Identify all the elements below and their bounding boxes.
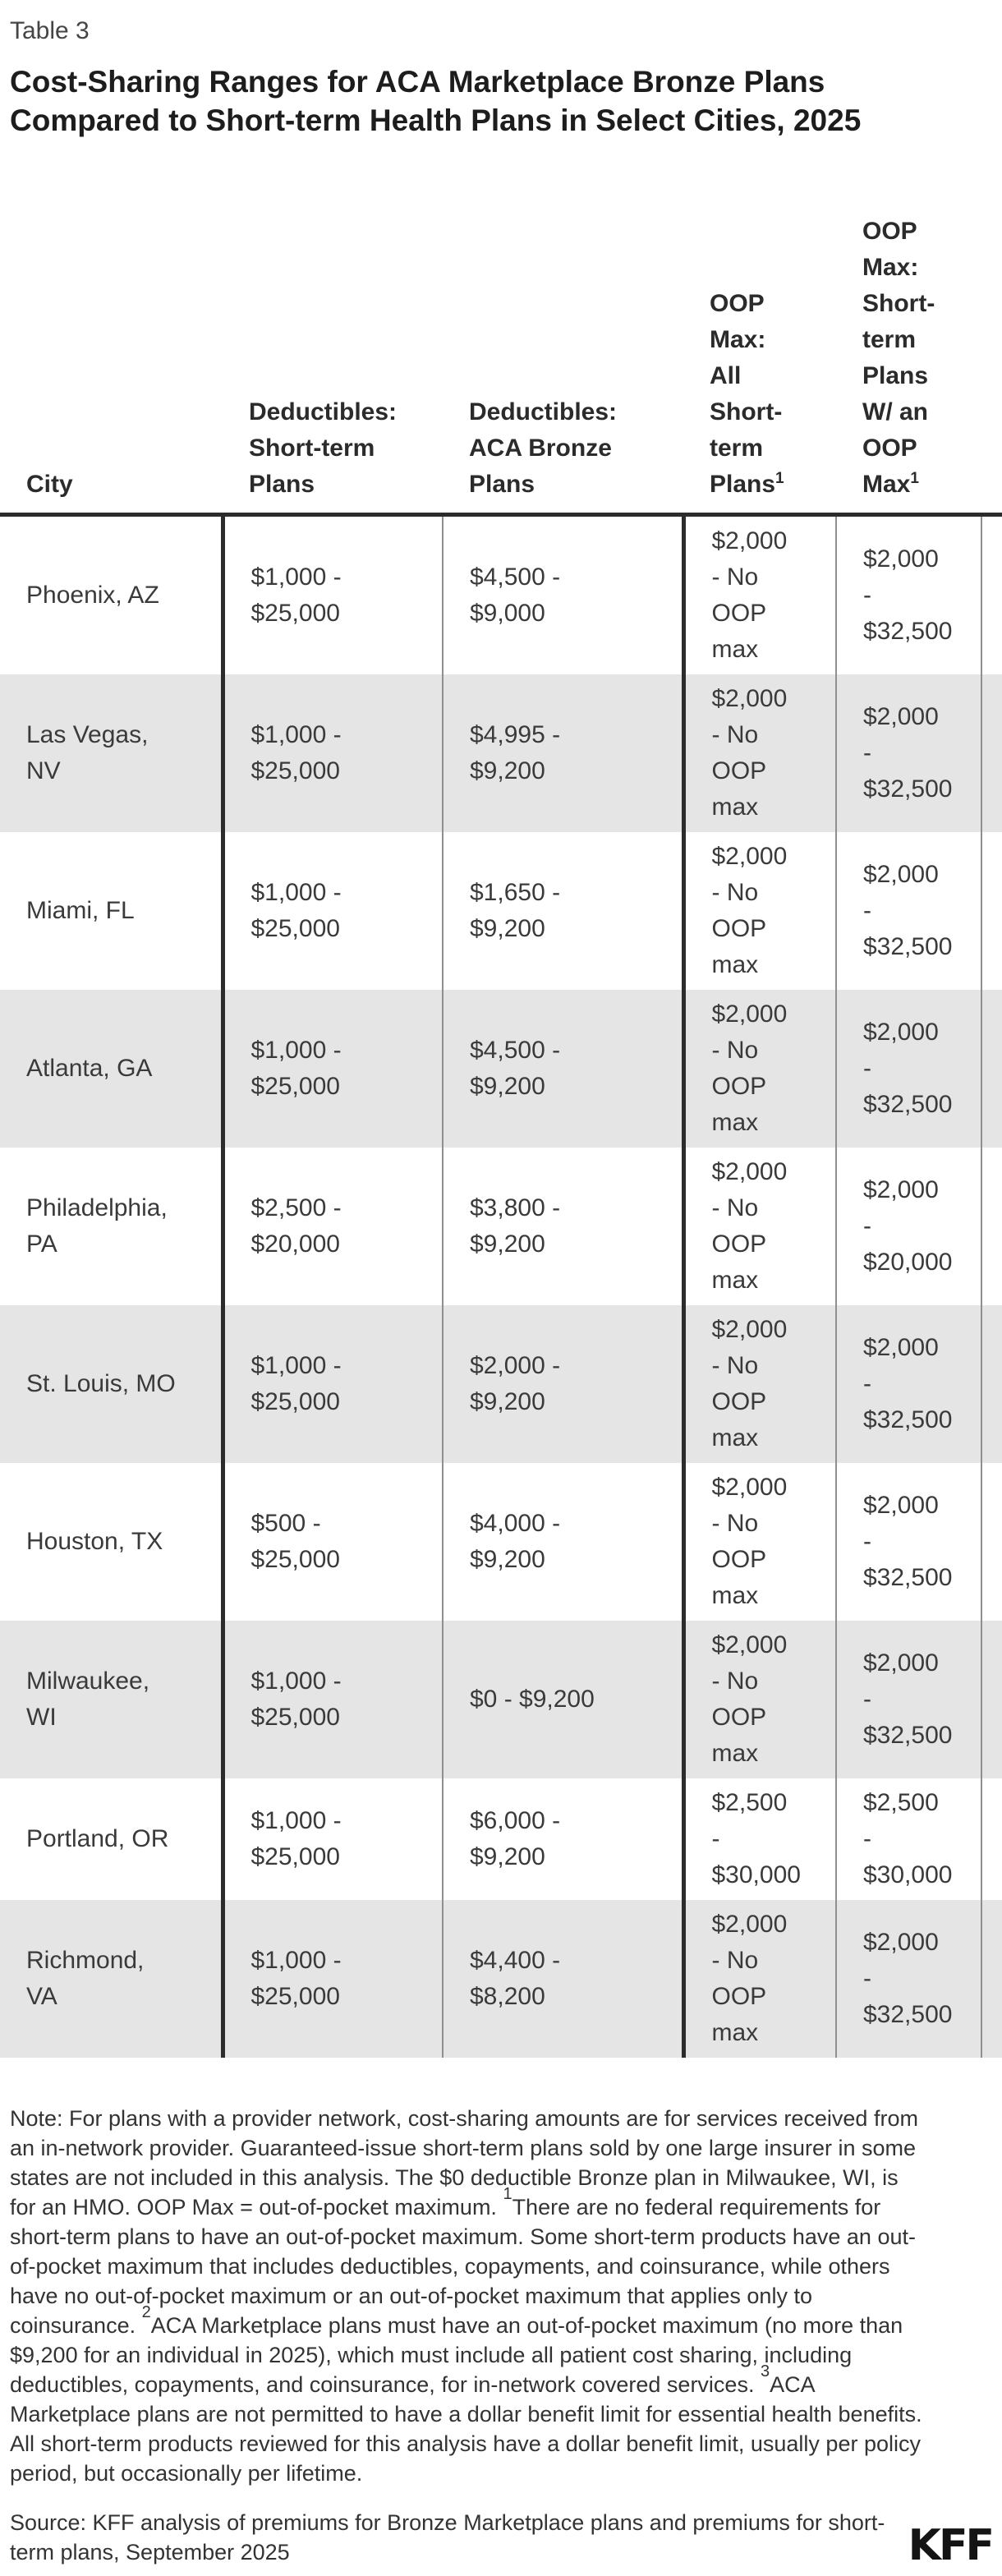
cell-oop-max-short-term-with-oop-max: $2,000 - $32,500 [836,514,982,674]
table-number-label: Table 3 [10,17,90,44]
cell-city: Miami, FL [0,832,225,990]
cell-oop-max-all-short-term: $2,000 - No OOP max [683,990,837,1148]
cell-oop-max-all-short-term: $2,000 - No OOP max [683,514,837,674]
note-segment: ACA Marketplace plans are not permitted … [10,2372,922,2486]
note-segment: Note: For plans with a provider network,… [10,2106,918,2220]
footnote-marker: 1 [910,470,919,487]
cost-sharing-table: City Deductibles: Short-term Plans Deducti… [0,214,1002,2058]
cell-short-term-deductibles: $1,000 - $25,000 [223,1621,444,1778]
cell-oop-max-short-term-with-oop-max: $2,500 - $30,000 [836,1778,982,1900]
note-segment: There are no federal requirements for sh… [10,2195,916,2338]
column-header-cutoff-column [981,214,1002,517]
cell-cutoff-column [981,1778,1002,1900]
cell-city: Richmond, VA [0,1900,225,2058]
source-text: Source: KFF analysis of premiums for Bro… [10,2510,885,2564]
cell-cutoff-column [981,1305,1002,1463]
cell-short-term-deductibles: $1,000 - $25,000 [223,674,444,832]
cell-oop-max-all-short-term: $2,000 - No OOP max [683,1621,837,1778]
cell-aca-bronze-deductibles: $1,650 - $9,200 [443,832,686,990]
cell-aca-bronze-deductibles: $4,500 - $9,200 [443,990,686,1148]
note-segment: ACA Marketplace plans must have an out-o… [10,2313,903,2397]
cell-aca-bronze-deductibles: $4,400 - $8,200 [443,1900,686,2058]
cell-oop-max-short-term-with-oop-max: $2,000 - $32,500 [836,990,982,1148]
table-body: Phoenix, AZ $1,000 - $25,000 $4,500 - $9,0… [0,514,1002,2058]
cell-oop-max-all-short-term: $2,000 - No OOP max [683,1305,837,1463]
cell-aca-bronze-deductibles: $6,000 - $9,200 [443,1778,686,1900]
cell-cutoff-column [981,1900,1002,2058]
cell-city: Portland, OR [0,1778,225,1900]
cell-oop-max-all-short-term: $2,000 - No OOP max [683,832,837,990]
cell-city: Atlanta, GA [0,990,225,1148]
cell-city: Houston, TX [0,1463,225,1621]
source-row: Source: KFF analysis of premiums for Bro… [10,2508,995,2567]
note-text: Note: For plans with a provider network,… [10,2104,930,2488]
cell-cutoff-column [981,1463,1002,1621]
column-header-short-term-deductibles: Deductibles: Short-term Plans [223,214,443,517]
cell-oop-max-short-term-with-oop-max: $2,000 - $32,500 [836,1463,982,1621]
cell-city: Las Vegas, NV [0,674,225,832]
cell-city: Milwaukee, WI [0,1621,225,1778]
kff-logo: KFF [908,2520,995,2570]
table-row: Milwaukee, WI $1,000 - $25,000 $0 - $9,200… [0,1621,1002,1778]
cell-short-term-deductibles: $500 - $25,000 [223,1463,444,1621]
cell-aca-bronze-deductibles: $4,995 - $9,200 [443,674,686,832]
cell-oop-max-short-term-with-oop-max: $2,000 - $32,500 [836,1621,982,1778]
footnote-marker: 3 [760,2362,770,2380]
cell-city: Philadelphia, PA [0,1148,225,1305]
cell-city: St. Louis, MO [0,1305,225,1463]
table-header-row: City Deductibles: Short-term Plans Deducti… [0,214,1002,517]
cell-aca-bronze-deductibles: $3,800 - $9,200 [443,1148,686,1305]
cell-aca-bronze-deductibles: $4,500 - $9,000 [443,514,686,674]
column-header-city: City [0,214,223,517]
table-row: St. Louis, MO $1,000 - $25,000 $2,000 - $9… [0,1305,1002,1463]
table-row: Philadelphia, PA $2,500 - $20,000 $3,800 -… [0,1148,1002,1305]
cell-cutoff-column [981,1621,1002,1778]
footnote-marker: 1 [775,470,784,487]
table-row: Las Vegas, NV $1,000 - $25,000 $4,995 - $9… [0,674,1002,832]
cell-oop-max-short-term-with-oop-max: $2,000 - $20,000 [836,1148,982,1305]
table-row: Richmond, VA $1,000 - $25,000 $4,400 - $8,… [0,1900,1002,2058]
cell-short-term-deductibles: $1,000 - $25,000 [223,1900,444,2058]
cell-oop-max-all-short-term: $2,000 - No OOP max [683,1148,837,1305]
table-row: Phoenix, AZ $1,000 - $25,000 $4,500 - $9,0… [0,514,1002,675]
cell-cutoff-column [981,832,1002,990]
cell-short-term-deductibles: $2,500 - $20,000 [223,1148,444,1305]
cell-oop-max-all-short-term: $2,000 - No OOP max [683,674,837,832]
cell-cutoff-column [981,1148,1002,1305]
column-header-oop-max-all-short-term: OOP Max: All Short- term Plans1 [683,214,836,517]
cell-oop-max-all-short-term: $2,500 - $30,000 [683,1778,837,1900]
table-row: Houston, TX $500 - $25,000 $4,000 - $9,200… [0,1463,1002,1621]
column-header-aca-bronze-deductibles: Deductibles: ACA Bronze Plans [443,214,683,517]
cell-aca-bronze-deductibles: $0 - $9,200 [443,1621,686,1778]
cell-short-term-deductibles: $1,000 - $25,000 [223,1305,444,1463]
table-row: Portland, OR $1,000 - $25,000 $6,000 - $9,… [0,1778,1002,1900]
cell-oop-max-short-term-with-oop-max: $2,000 - $32,500 [836,1305,982,1463]
table-row: Miami, FL $1,000 - $25,000 $1,650 - $9,200… [0,832,1002,990]
cell-aca-bronze-deductibles: $2,000 - $9,200 [443,1305,686,1463]
cell-short-term-deductibles: $1,000 - $25,000 [223,514,444,674]
cell-cutoff-column [981,515,1002,675]
footnote-marker: 2 [141,2303,151,2321]
column-header-oop-max-short-term-with-oop-max: OOP Max: Short- term Plans W/ an OOP Max… [836,214,981,517]
cell-short-term-deductibles: $1,000 - $25,000 [223,990,444,1148]
footnote-marker: 1 [503,2185,512,2203]
cell-oop-max-short-term-with-oop-max: $2,000 - $32,500 [836,1900,982,2058]
cell-oop-max-all-short-term: $2,000 - No OOP max [683,1463,837,1621]
cell-cutoff-column [981,990,1002,1148]
cell-oop-max-short-term-with-oop-max: $2,000 - $32,500 [836,832,982,990]
cell-oop-max-all-short-term: $2,000 - No OOP max [683,1900,837,2058]
cell-aca-bronze-deductibles: $4,000 - $9,200 [443,1463,686,1621]
cell-short-term-deductibles: $1,000 - $25,000 [223,1778,444,1900]
cell-city: Phoenix, AZ [0,514,225,674]
cell-short-term-deductibles: $1,000 - $25,000 [223,832,444,990]
cell-cutoff-column [981,674,1002,832]
page-title: Cost-Sharing Ranges for ACA Marketplace … [10,65,862,137]
cell-oop-max-short-term-with-oop-max: $2,000 - $32,500 [836,674,982,832]
table-row: Atlanta, GA $1,000 - $25,000 $4,500 - $9,2… [0,990,1002,1148]
